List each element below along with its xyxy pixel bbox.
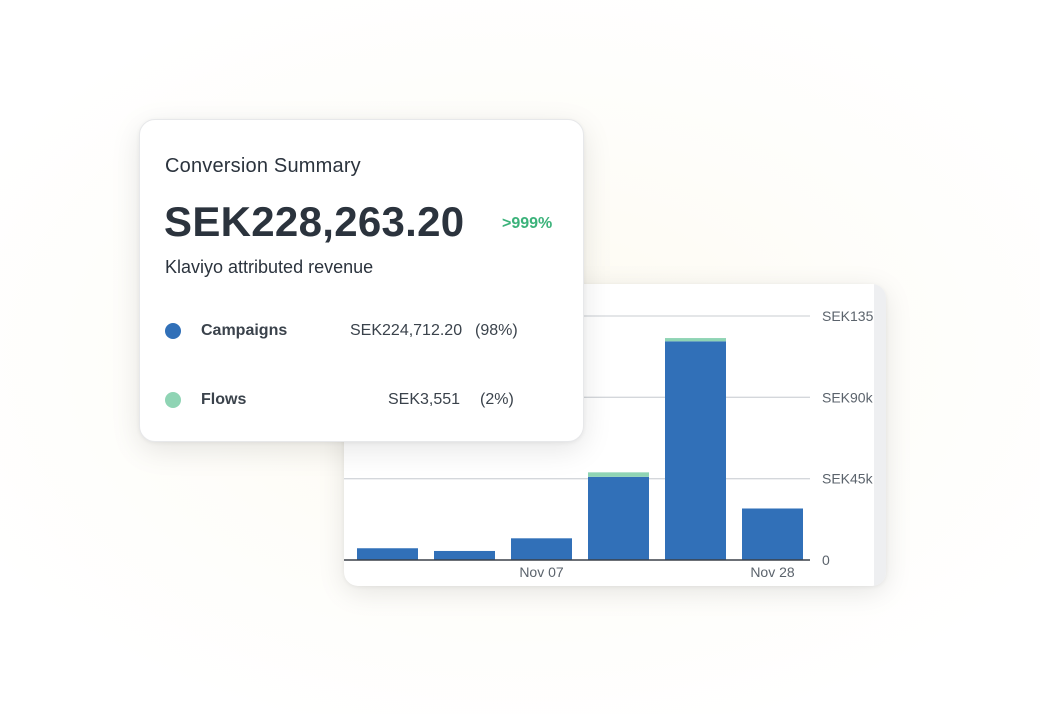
legend-label-campaigns: Campaigns [201, 322, 288, 339]
bar-campaigns [357, 548, 418, 560]
revenue-change-badge: >999% [502, 215, 553, 232]
attributed-revenue-amount: SEK228,263.20 [164, 198, 465, 245]
legend-row-flows: Flows SEK3,551 (2%) [140, 389, 583, 413]
y-tick-label: SEK135k [822, 308, 881, 324]
summary-subtitle: Klaviyo attributed revenue [165, 257, 374, 277]
y-tick-label: SEK45k [822, 471, 874, 487]
summary-title: Conversion Summary [165, 155, 361, 177]
y-tick-label: SEK90k [822, 389, 874, 405]
conversion-summary-card: Conversion Summary SEK228,263.20 >999% K… [139, 119, 584, 442]
flows-dot-icon [165, 392, 181, 408]
legend-label-flows: Flows [201, 391, 247, 408]
x-tick-label: Nov 28 [750, 564, 795, 580]
legend-row-campaigns: Campaigns SEK224,712.20 (98%) [140, 320, 583, 344]
bar-campaigns [742, 508, 803, 560]
bar-flows [665, 338, 726, 342]
bar-campaigns [665, 341, 726, 560]
x-tick-label: Nov 07 [519, 564, 564, 580]
chart-scrollbar[interactable] [874, 284, 886, 586]
bar-flows [588, 472, 649, 477]
legend-value-campaigns: SEK224,712.20 [350, 322, 463, 339]
bar-campaigns [588, 476, 649, 560]
bar-campaigns [511, 538, 572, 560]
legend-value-flows: SEK3,551 [388, 391, 461, 408]
bar-campaigns [434, 550, 495, 560]
y-tick-label: 0 [822, 552, 830, 568]
legend-percent-campaigns: (98%) [475, 322, 518, 339]
revenue-bar-chart: 0 SEK45k SEK90k SEK135k Nov 07 Nov 28 [344, 308, 881, 580]
campaigns-dot-icon [165, 323, 181, 339]
legend-percent-flows: (2%) [480, 391, 514, 408]
